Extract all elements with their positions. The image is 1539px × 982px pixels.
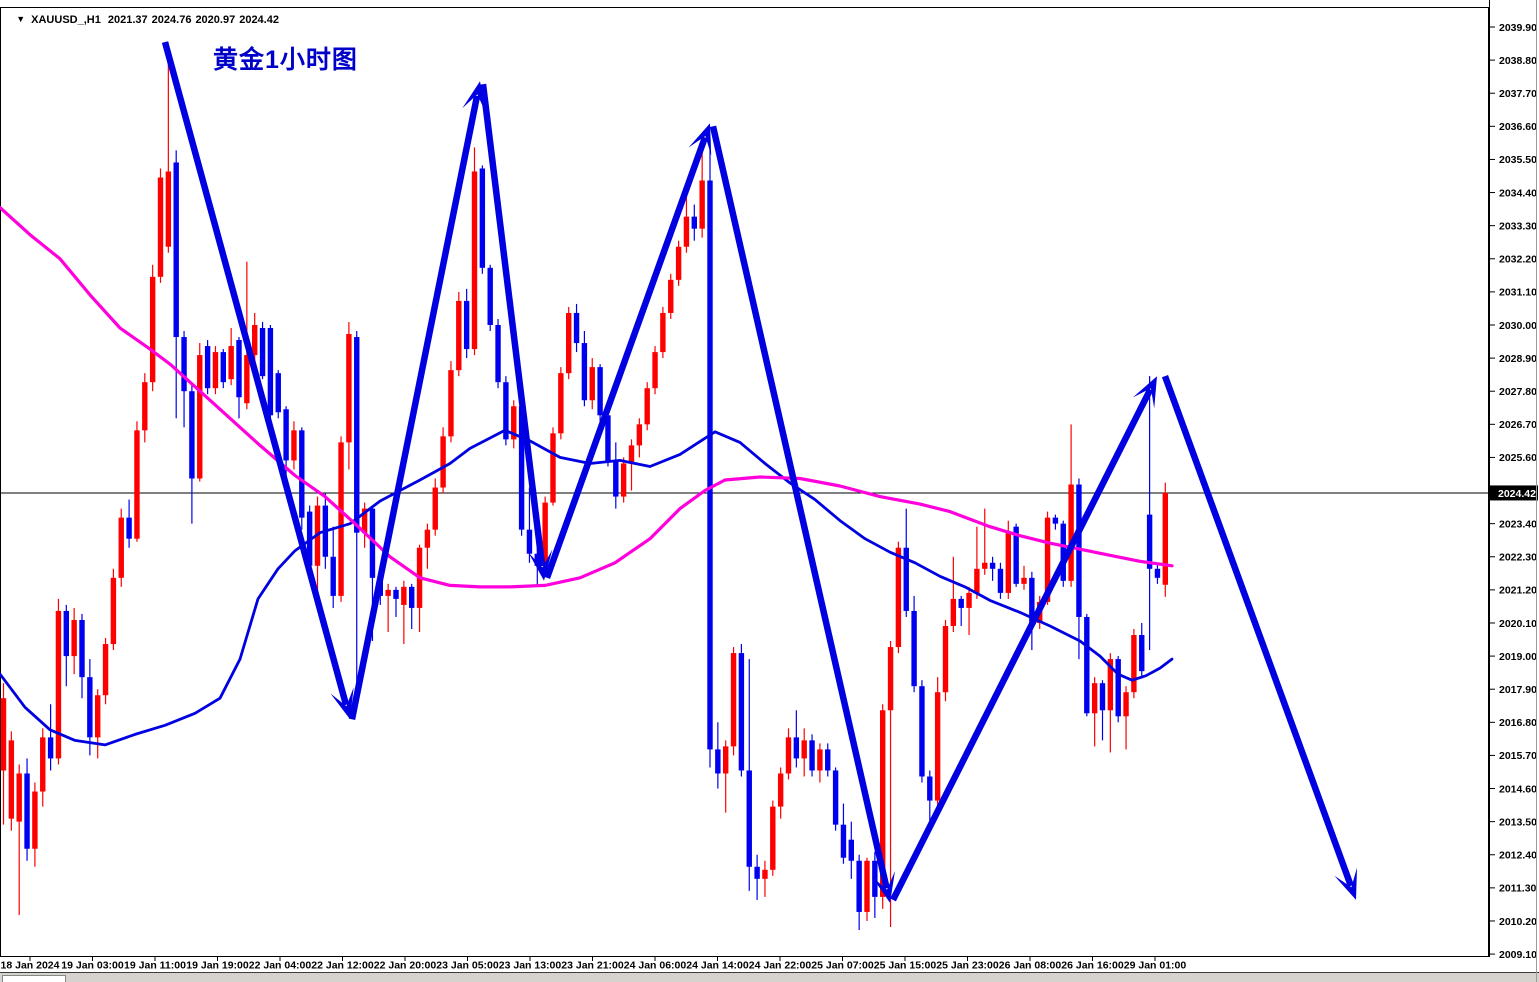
svg-text:23 Jan 13:00: 23 Jan 13:00	[499, 960, 562, 972]
svg-text:2023.40: 2023.40	[1499, 518, 1537, 530]
chart-title: 黄金1小时图	[213, 46, 358, 74]
svg-text:19 Jan 03:00: 19 Jan 03:00	[61, 960, 124, 972]
svg-text:2028.90: 2028.90	[1499, 353, 1537, 365]
ohlc-low: 2020.97	[195, 14, 236, 26]
svg-text:25 Jan 07:00: 25 Jan 07:00	[811, 960, 874, 972]
svg-text:23 Jan 21:00: 23 Jan 21:00	[561, 960, 624, 972]
price-axis[interactable]: 2039.90 2038.80 2037.70 2036.60 2035.50 2034.…	[1489, 22, 1537, 961]
svg-text:2039.90: 2039.90	[1499, 22, 1537, 34]
svg-text:2020.10: 2020.10	[1499, 618, 1537, 630]
svg-text:26 Jan 08:00: 26 Jan 08:00	[999, 960, 1062, 972]
symbol-dropdown-icon[interactable]: ▼	[16, 14, 26, 24]
candles-series	[0, 57, 1168, 930]
svg-text:2015.70: 2015.70	[1499, 750, 1537, 762]
symbol-period-label: XAUUSD_,H1	[31, 14, 101, 26]
bottom-window-edge	[0, 972, 1539, 982]
svg-text:2030.00: 2030.00	[1499, 320, 1537, 332]
svg-text:22 Jan 20:00: 22 Jan 20:00	[374, 960, 437, 972]
svg-text:2026.70: 2026.70	[1499, 419, 1537, 431]
svg-text:2021.20: 2021.20	[1499, 585, 1537, 597]
svg-text:2036.60: 2036.60	[1499, 121, 1537, 133]
svg-text:2017.90: 2017.90	[1499, 684, 1537, 696]
svg-text:2022.30: 2022.30	[1499, 552, 1537, 564]
svg-text:19 Jan 19:00: 19 Jan 19:00	[186, 960, 249, 972]
ohlc-open: 2021.37	[107, 14, 148, 26]
svg-text:2025.60: 2025.60	[1499, 452, 1537, 464]
svg-text:2038.80: 2038.80	[1499, 55, 1537, 67]
svg-text:2009.10: 2009.10	[1499, 949, 1537, 961]
svg-text:18 Jan 2024: 18 Jan 2024	[1, 960, 60, 972]
current-price-tag: 2024.42	[1490, 485, 1538, 501]
svg-text:2013.50: 2013.50	[1499, 816, 1537, 828]
svg-text:2033.30: 2033.30	[1499, 220, 1537, 232]
svg-text:25 Jan 23:00: 25 Jan 23:00	[936, 960, 999, 972]
svg-text:2019.00: 2019.00	[1499, 651, 1537, 663]
svg-text:2027.80: 2027.80	[1499, 386, 1537, 398]
plot-area[interactable]	[0, 7, 1489, 957]
svg-text:29 Jan 01:00: 29 Jan 01:00	[1124, 960, 1187, 972]
svg-text:26 Jan 16:00: 26 Jan 16:00	[1061, 960, 1124, 972]
svg-text:24 Jan 22:00: 24 Jan 22:00	[749, 960, 812, 972]
svg-text:2014.60: 2014.60	[1499, 783, 1537, 795]
svg-text:2024.42: 2024.42	[1498, 488, 1536, 500]
bottom-left-panel-stub	[2, 975, 66, 982]
svg-text:2016.80: 2016.80	[1499, 717, 1537, 729]
svg-text:2012.40: 2012.40	[1499, 850, 1537, 862]
right-window-edge	[1536, 0, 1537, 982]
svg-text:22 Jan 04:00: 22 Jan 04:00	[249, 960, 312, 972]
svg-text:2010.20: 2010.20	[1499, 916, 1537, 928]
svg-text:24 Jan 14:00: 24 Jan 14:00	[686, 960, 749, 972]
svg-text:23 Jan 05:00: 23 Jan 05:00	[436, 960, 499, 972]
time-axis[interactable]: 18 Jan 2024 19 Jan 03:00 19 Jan 11:00 19 Ja…	[1, 957, 1187, 972]
svg-text:2034.40: 2034.40	[1499, 187, 1537, 199]
ohlc-close: 2024.42	[239, 14, 279, 26]
svg-text:25 Jan 15:00: 25 Jan 15:00	[874, 960, 937, 972]
svg-text:22 Jan 12:00: 22 Jan 12:00	[311, 960, 374, 972]
svg-text:19 Jan 11:00: 19 Jan 11:00	[124, 960, 186, 972]
svg-text:2035.50: 2035.50	[1499, 154, 1537, 166]
ohlc-high: 2024.76	[151, 14, 192, 26]
svg-text:2031.10: 2031.10	[1499, 287, 1537, 299]
svg-text:2037.70: 2037.70	[1499, 88, 1537, 100]
chart-info-line: ▼ XAUUSD_,H1 2021.37 2024.76 2020.97 2024.42	[4, 2, 283, 26]
svg-text:2032.20: 2032.20	[1499, 254, 1537, 266]
svg-text:2011.30: 2011.30	[1499, 883, 1537, 895]
trend-arrows[interactable]	[161, 41, 1357, 903]
ma-magenta-line	[0, 206, 1174, 589]
ma-blue-line	[0, 428, 1174, 747]
svg-text:24 Jan 06:00: 24 Jan 06:00	[624, 960, 687, 972]
